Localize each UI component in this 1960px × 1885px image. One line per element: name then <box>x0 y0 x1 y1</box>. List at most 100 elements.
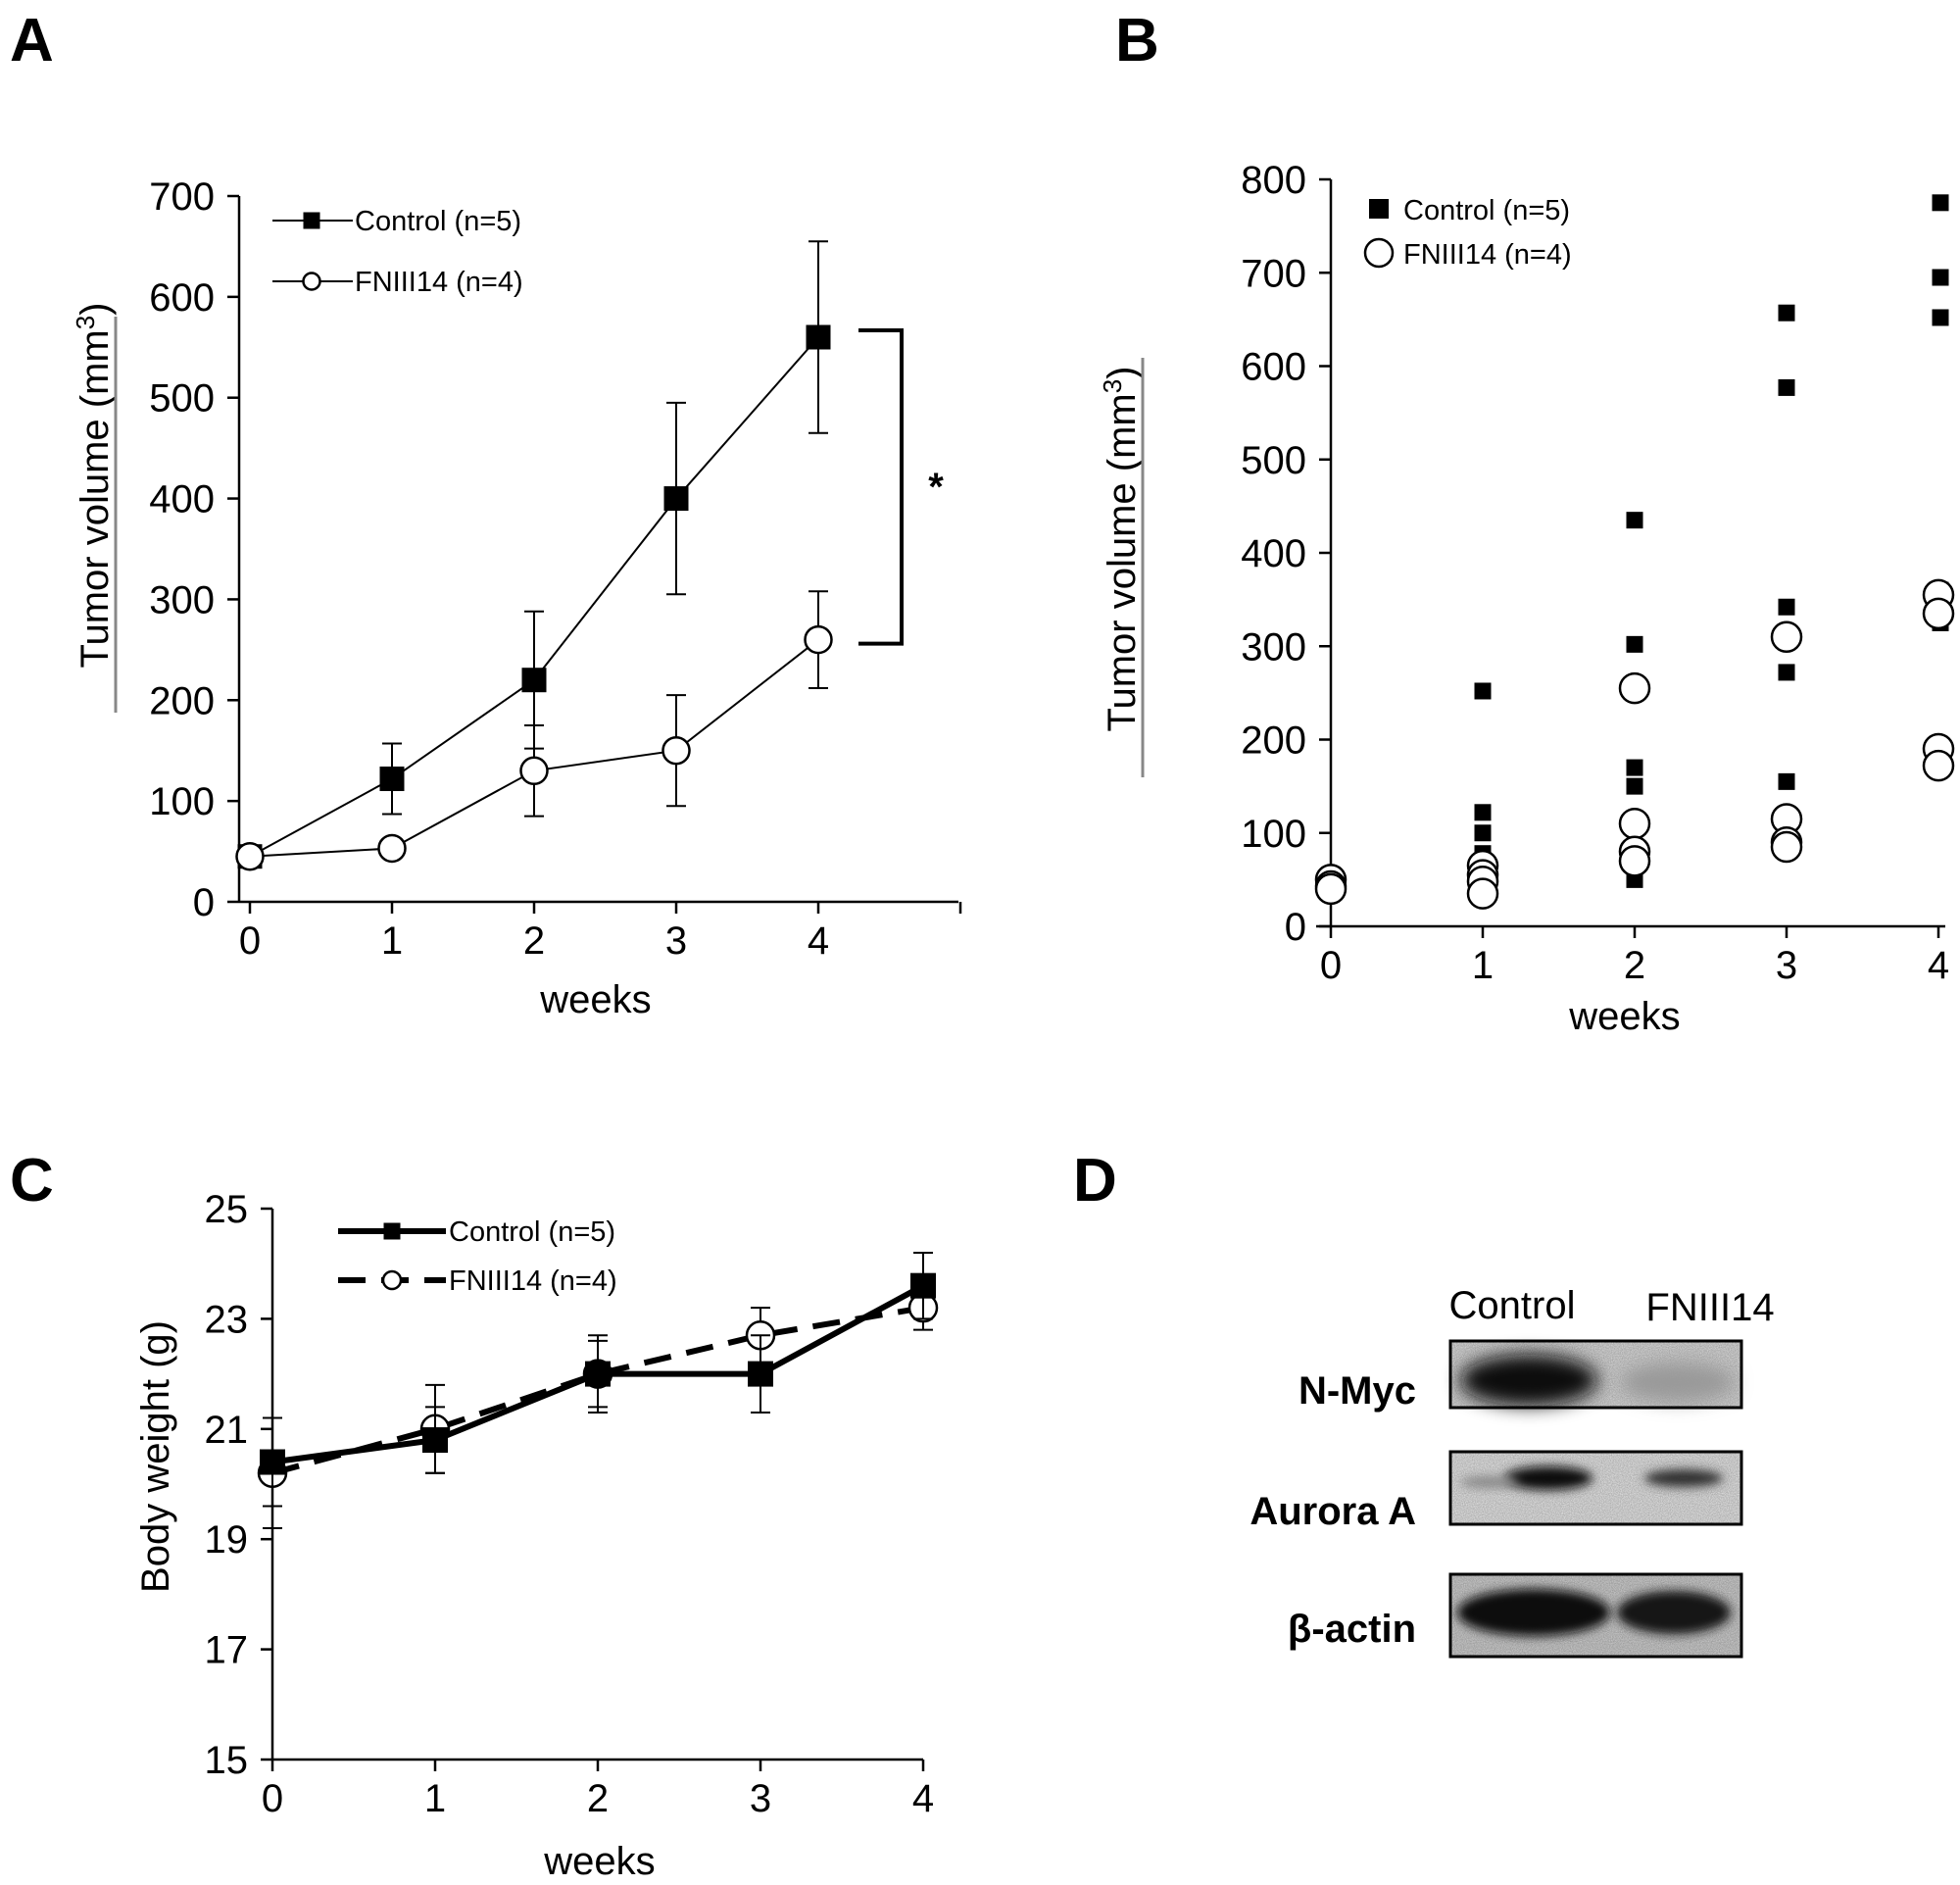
data-point <box>1626 759 1643 776</box>
data-point <box>806 324 831 350</box>
data-point <box>377 833 407 864</box>
chart-c-x-axis-label: weeks <box>543 1840 655 1883</box>
data-point <box>1626 512 1643 529</box>
chart-c-series <box>257 1251 939 1529</box>
y-tick-label: 600 <box>1241 346 1306 389</box>
data-point <box>1626 635 1643 653</box>
data-point <box>1778 772 1795 790</box>
svg-text:Tumor volume (mm3): Tumor volume (mm3) <box>71 302 117 668</box>
western-blot: Control FNIII14 N-Myc Aurora A β-actin <box>1250 1284 1775 1659</box>
data-point <box>1922 749 1955 782</box>
data-point <box>1778 598 1795 616</box>
data-point <box>379 767 405 792</box>
data-point <box>804 624 833 655</box>
legend-marker <box>381 1269 403 1291</box>
y-tick-label: 21 <box>205 1409 249 1452</box>
y-tick-label: 0 <box>193 881 215 924</box>
data-point <box>519 756 549 786</box>
x-tick-label: 3 <box>665 919 687 963</box>
legend-entry-control: Control (n=5) <box>272 206 521 237</box>
data-point <box>1474 804 1492 821</box>
chart-b-ylabel-main: Tumor volume (mm <box>1101 393 1144 731</box>
data-point <box>663 486 689 512</box>
data-point <box>1932 194 1949 212</box>
series-fniii14 <box>1314 578 1955 910</box>
data-point <box>910 1272 936 1299</box>
blot-column-fniii14: FNIII14 <box>1645 1286 1774 1329</box>
chart-a-ylabel-sup: 3 <box>71 316 100 329</box>
blot-strip-aurora-a <box>1448 1450 1743 1526</box>
y-tick-label: 100 <box>1241 813 1306 856</box>
data-point <box>422 1427 448 1454</box>
y-tick-label: 19 <box>205 1518 249 1562</box>
series-control <box>1322 194 1949 900</box>
x-tick-label: 4 <box>808 919 829 963</box>
legend-entry-fniii14: FNIII14 (n=4) <box>1363 237 1572 271</box>
x-tick-label: 0 <box>239 919 261 963</box>
data-point <box>1778 378 1795 396</box>
legend-marker <box>302 272 321 291</box>
significance-star: * <box>928 466 944 509</box>
x-tick-label: 0 <box>262 1777 283 1820</box>
y-tick-label: 600 <box>149 276 215 320</box>
legend-marker <box>303 212 320 229</box>
data-point <box>521 668 547 693</box>
y-tick-label: 500 <box>149 377 215 421</box>
legend-label: FNIII14 (n=4) <box>1403 239 1572 271</box>
blot-strip-n-myc <box>1448 1339 1743 1410</box>
panel-letter-b: B <box>1115 7 1159 74</box>
data-point <box>1626 777 1643 795</box>
y-tick-label: 200 <box>149 679 215 722</box>
x-tick-label: 2 <box>1624 944 1645 987</box>
x-tick-label: 4 <box>1928 944 1949 987</box>
series-control <box>260 1251 936 1508</box>
chart-b-tick-labels: 0 100 200 300 400 500 600 700 800 0 1 2 3 4 <box>1241 159 1949 987</box>
y-tick-label: 200 <box>1241 719 1306 763</box>
chart-b-y-axis-label: Tumor volume (mm3) <box>1098 358 1145 777</box>
chart-a-x-axis-label: weeks <box>539 978 651 1021</box>
data-point <box>1922 597 1955 630</box>
blot-row-label-beta-actin: β-actin <box>1288 1608 1416 1651</box>
chart-b-x-axis-label: weeks <box>1568 995 1680 1038</box>
data-point <box>662 735 691 766</box>
data-point <box>260 1449 285 1475</box>
legend-marker <box>1369 199 1389 219</box>
chart-a-legend: Control (n=5) FNIII14 (n=4) <box>272 206 523 298</box>
chart-b-ylabel-close: ) <box>1101 366 1144 378</box>
data-point <box>1778 664 1795 681</box>
legend-marker <box>1363 237 1395 269</box>
chart-a-significance: * <box>858 328 944 646</box>
x-tick-label: 4 <box>912 1777 934 1820</box>
chart-a-ylabel-close: ) <box>74 302 117 315</box>
data-point <box>1474 824 1492 842</box>
legend-label: Control (n=5) <box>355 206 521 237</box>
legend-label: FNIII14 (n=4) <box>355 267 523 298</box>
panel-letter-c: C <box>10 1147 54 1215</box>
data-point <box>1474 682 1492 700</box>
y-tick-label: 300 <box>149 578 215 621</box>
data-point <box>1778 304 1795 322</box>
chart-b-ylabel-sup: 3 <box>1098 379 1127 393</box>
legend-label: FNIII14 (n=4) <box>449 1265 617 1297</box>
x-tick-label: 3 <box>1776 944 1797 987</box>
chart-a-ylabel-main: Tumor volume (mm <box>74 329 117 668</box>
chart-a-y-axis-label: Tumor volume (mm3) <box>71 302 118 713</box>
data-point <box>1770 830 1803 864</box>
blot-column-control: Control <box>1449 1284 1576 1327</box>
x-tick-label: 3 <box>750 1777 771 1820</box>
x-tick-label: 1 <box>424 1777 446 1820</box>
blot-band-n-myc-fniii14 <box>1621 1363 1735 1402</box>
series-fniii14 <box>235 590 833 871</box>
chart-a-series <box>235 240 833 871</box>
panel-letter-d: D <box>1073 1147 1117 1215</box>
x-tick-label: 1 <box>1472 944 1494 987</box>
chart-b-legend: Control (n=5) FNIII14 (n=4) <box>1363 195 1572 271</box>
significance-bracket <box>858 328 904 646</box>
legend-entry-fniii14: FNIII14 (n=4) <box>272 267 523 298</box>
blot-band-beta-actin-control <box>1457 1589 1610 1636</box>
data-point <box>1932 309 1949 326</box>
y-tick-label: 500 <box>1241 439 1306 482</box>
data-point <box>235 841 265 871</box>
